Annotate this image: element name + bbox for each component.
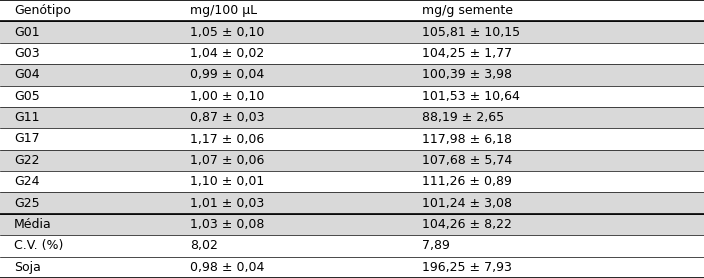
Text: 1,03 ± 0,08: 1,03 ± 0,08: [190, 218, 265, 231]
Text: 0,99 ± 0,04: 0,99 ± 0,04: [190, 68, 264, 81]
Text: 1,07 ± 0,06: 1,07 ± 0,06: [190, 154, 265, 167]
Bar: [0, 214, 704, 235]
Text: 104,26 ± 8,22: 104,26 ± 8,22: [422, 218, 513, 231]
Text: 0,98 ± 0,04: 0,98 ± 0,04: [190, 261, 265, 274]
Text: 7,89: 7,89: [422, 239, 451, 252]
Bar: [0, 128, 704, 150]
Bar: [0, 43, 704, 64]
Text: Soja: Soja: [14, 261, 41, 274]
Text: G25: G25: [14, 197, 39, 210]
Text: 107,68 ± 5,74: 107,68 ± 5,74: [422, 154, 513, 167]
Bar: [0, 0, 704, 21]
Text: 196,25 ± 7,93: 196,25 ± 7,93: [422, 261, 513, 274]
Text: G24: G24: [14, 175, 39, 188]
Text: 88,19 ± 2,65: 88,19 ± 2,65: [422, 111, 505, 124]
Text: 105,81 ± 10,15: 105,81 ± 10,15: [422, 26, 520, 39]
Text: 100,39 ± 3,98: 100,39 ± 3,98: [422, 68, 513, 81]
Bar: [0, 64, 704, 86]
Text: 104,25 ± 1,77: 104,25 ± 1,77: [422, 47, 513, 60]
Bar: [0, 235, 704, 257]
Text: 8,02: 8,02: [190, 239, 218, 252]
Text: 1,00 ± 0,10: 1,00 ± 0,10: [190, 90, 265, 103]
Bar: [0, 192, 704, 214]
Text: 1,05 ± 0,10: 1,05 ± 0,10: [190, 26, 265, 39]
Text: 1,10 ± 0,01: 1,10 ± 0,01: [190, 175, 264, 188]
Text: 101,53 ± 10,64: 101,53 ± 10,64: [422, 90, 520, 103]
Text: G22: G22: [14, 154, 39, 167]
Bar: [0, 21, 704, 43]
Text: G01: G01: [14, 26, 39, 39]
Text: Média: Média: [14, 218, 52, 231]
Bar: [0, 107, 704, 128]
Bar: [0, 257, 704, 278]
Text: G05: G05: [14, 90, 40, 103]
Text: G11: G11: [14, 111, 39, 124]
Text: 0,87 ± 0,03: 0,87 ± 0,03: [190, 111, 265, 124]
Text: G03: G03: [14, 47, 39, 60]
Text: 1,01 ± 0,03: 1,01 ± 0,03: [190, 197, 264, 210]
Text: mg/g semente: mg/g semente: [422, 4, 513, 17]
Text: C.V. (%): C.V. (%): [14, 239, 63, 252]
Bar: [0, 150, 704, 171]
Text: 101,24 ± 3,08: 101,24 ± 3,08: [422, 197, 513, 210]
Text: G04: G04: [14, 68, 39, 81]
Text: 117,98 ± 6,18: 117,98 ± 6,18: [422, 133, 513, 145]
Text: 1,04 ± 0,02: 1,04 ± 0,02: [190, 47, 264, 60]
Bar: [0, 171, 704, 192]
Bar: [0, 86, 704, 107]
Text: Genótipo: Genótipo: [14, 4, 71, 17]
Text: 1,17 ± 0,06: 1,17 ± 0,06: [190, 133, 264, 145]
Text: G17: G17: [14, 133, 39, 145]
Text: 111,26 ± 0,89: 111,26 ± 0,89: [422, 175, 513, 188]
Text: mg/100 μL: mg/100 μL: [190, 4, 257, 17]
